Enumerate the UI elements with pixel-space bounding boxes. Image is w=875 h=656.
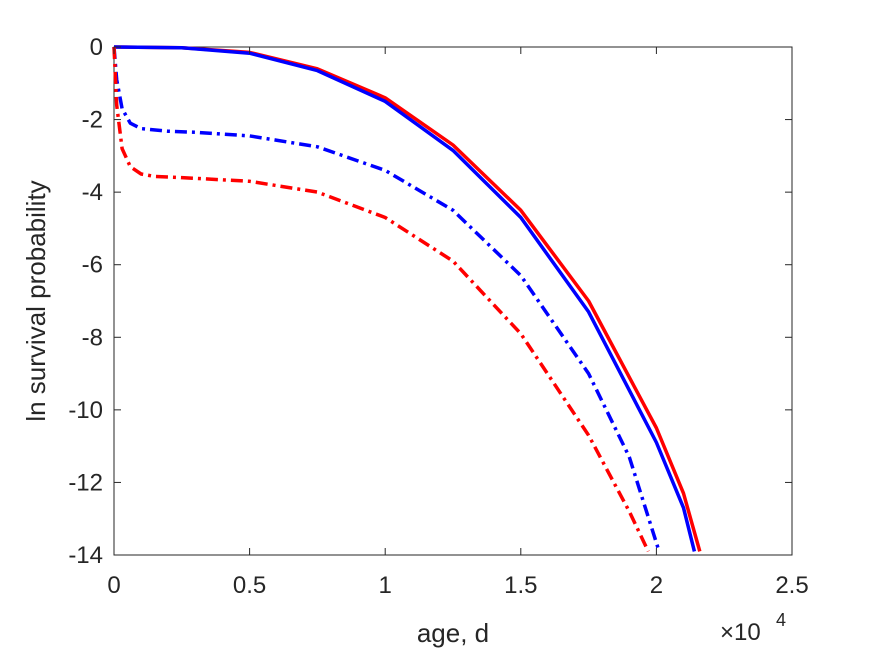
x-tick-label: 2 [650, 572, 663, 599]
x-tick-label: 2.5 [775, 572, 808, 599]
y-tick-label: -10 [68, 397, 103, 424]
y-axis-label: ln survival probability [21, 180, 51, 421]
y-tick-label: -12 [68, 469, 103, 496]
x-tick-label: 1.5 [504, 572, 537, 599]
x-tick-label: 0 [107, 572, 120, 599]
series-line-3 [112, 46, 661, 552]
x-axis-multiplier-exponent: 4 [776, 610, 786, 630]
y-tick-label: -8 [82, 324, 103, 351]
y-tick-label: 0 [90, 34, 103, 61]
series-line-4 [112, 46, 650, 553]
y-tick-label: -14 [68, 542, 103, 569]
series-line-2 [113, 45, 697, 552]
x-axis-label: age, d [417, 618, 489, 648]
x-tick-label: 0.5 [233, 572, 266, 599]
plot-area [113, 46, 793, 556]
series-layer [112, 45, 702, 553]
x-tick-label: 1 [379, 572, 392, 599]
y-tick-label: -2 [82, 107, 103, 134]
tick-layer: 0 0.5 1 1.5 2 2.5 0 -2 -4 -6 -8 -10 -12 -14 [68, 34, 808, 599]
x-axis-multiplier: ×10 [720, 619, 761, 646]
y-tick-label: -6 [82, 252, 103, 279]
y-tick-label: -4 [82, 179, 103, 206]
